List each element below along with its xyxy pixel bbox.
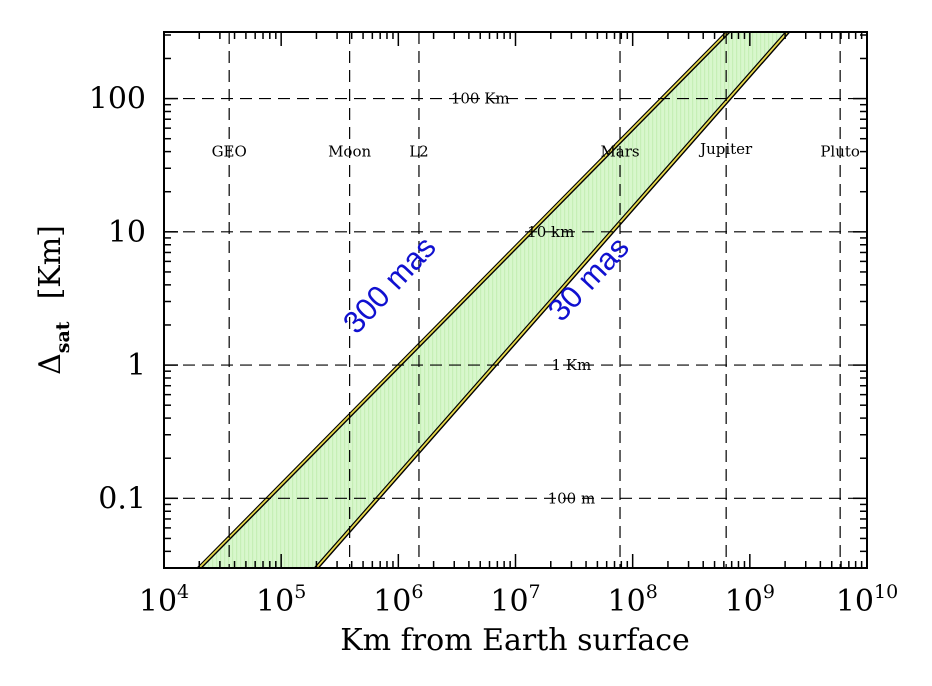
y-axis-subscript: sat bbox=[52, 321, 74, 353]
x-tick-label: 106 bbox=[373, 581, 423, 619]
x-tick-base: 10 bbox=[139, 584, 177, 619]
y-tick-label: 10 bbox=[108, 215, 146, 250]
ref-label-v: Mars bbox=[600, 143, 639, 161]
x-tick-exponent: 9 bbox=[763, 581, 775, 603]
x-tick-exponent: 8 bbox=[646, 581, 658, 603]
ref-label-v: Moon bbox=[328, 143, 371, 161]
reference-labels: 100 Km 10 km 1 Km 100 m GEO Moon L2 Mars Jupiter… bbox=[212, 90, 860, 508]
y-tick-label: 0.1 bbox=[98, 481, 146, 516]
x-tick-base: 10 bbox=[725, 584, 763, 619]
upper-edge-outer bbox=[196, 32, 727, 568]
x-tick-base: 10 bbox=[490, 584, 528, 619]
x-tick-label: 109 bbox=[725, 581, 775, 619]
ref-label-h: 10 km bbox=[527, 223, 574, 241]
y-axis-unit: [Km] bbox=[33, 225, 68, 299]
x-tick-exponent: 4 bbox=[177, 581, 189, 603]
x-tick-label: 108 bbox=[608, 581, 658, 619]
ref-label-h: 1 Km bbox=[552, 356, 592, 374]
x-tick-labels: 104 105 106 107 108 109 1010 bbox=[139, 581, 898, 619]
upper-edge-highlight bbox=[198, 32, 729, 568]
x-tick-base: 10 bbox=[836, 584, 874, 619]
x-tick-base: 10 bbox=[256, 584, 294, 619]
x-tick-exponent: 10 bbox=[874, 581, 898, 603]
lower-edge-outer bbox=[313, 32, 787, 568]
x-tick-exponent: 7 bbox=[529, 581, 541, 603]
ref-label-v: L2 bbox=[409, 143, 429, 161]
band-layer bbox=[196, 32, 791, 568]
x-tick-base: 10 bbox=[373, 584, 411, 619]
x-tick-base: 10 bbox=[608, 584, 646, 619]
x-tick-exponent: 5 bbox=[294, 581, 306, 603]
ref-label-v: GEO bbox=[212, 143, 247, 161]
axis-ticks bbox=[163, 32, 868, 569]
y-axis-symbol: Δ bbox=[33, 353, 68, 375]
ref-label-h: 100 Km bbox=[451, 90, 510, 108]
upper-edge-inner bbox=[200, 32, 731, 568]
ref-label-v: Pluto bbox=[820, 143, 860, 161]
x-tick-label: 105 bbox=[256, 581, 306, 619]
y-tick-label: 1 bbox=[127, 348, 146, 383]
lower-edge-inner bbox=[317, 32, 791, 568]
x-tick-label: 1010 bbox=[836, 581, 898, 619]
y-tick-label: 100 bbox=[89, 82, 146, 117]
y-axis-title: Δsat [Km] bbox=[33, 225, 74, 375]
svg-text:Δsat[Km]: Δsat [Km] bbox=[33, 225, 74, 375]
x-tick-label: 107 bbox=[490, 581, 540, 619]
upper-band-label: 300 mas bbox=[336, 229, 443, 340]
band-fill bbox=[199, 32, 788, 568]
reference-lines bbox=[164, 32, 867, 568]
y-tick-labels: 0.1 1 10 100 bbox=[89, 82, 146, 517]
lower-edge-highlight bbox=[315, 32, 789, 568]
x-tick-label: 104 bbox=[139, 581, 189, 619]
ref-label-v: Jupiter bbox=[698, 140, 753, 158]
x-axis-title: Km from Earth surface bbox=[340, 623, 690, 658]
ref-label-h: 100 m bbox=[548, 489, 596, 507]
x-tick-exponent: 6 bbox=[411, 581, 423, 603]
